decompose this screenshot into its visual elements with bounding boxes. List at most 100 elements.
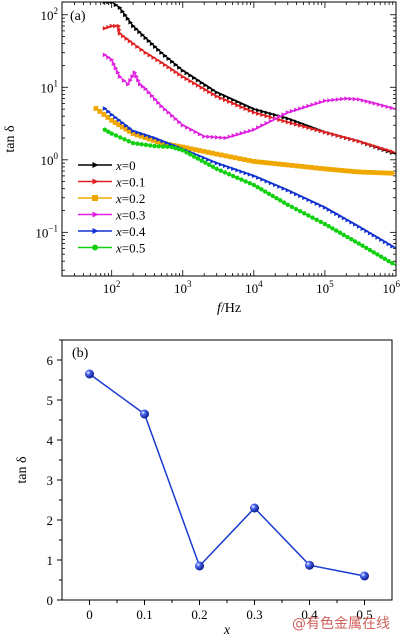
data-point [227,134,233,140]
y-tick-label: 0 [47,593,54,608]
x-tick-label: 0 [86,607,93,622]
data-point [160,138,166,144]
data-point [285,162,291,168]
data-point [137,29,142,35]
data-point [360,571,369,581]
data-point [162,107,168,112]
data-point [326,224,331,229]
data-point [384,170,390,176]
data-point [266,191,272,196]
data-point [113,66,119,71]
data-point [109,23,115,29]
data-point [189,127,194,132]
data-point [348,136,353,142]
data-point [260,177,265,182]
data-point [230,173,236,179]
data-point [299,164,305,169]
y-tick-label: 4 [47,433,54,448]
data-point [173,116,179,122]
data-point [239,131,245,136]
data-point [152,135,158,141]
data-point [154,139,160,145]
data-point [352,239,358,244]
data-point [111,61,117,67]
data-point [340,96,345,102]
data-point [134,26,139,32]
x-axis-label: x [223,623,231,636]
data-point [180,148,185,153]
data-point [298,106,303,111]
data-point [123,12,128,18]
panel-b-scatter-line-plot: 0 0.1 0.2 0.3 0.4 0.5 0 1 2 3 4 5 6 (b) x tan δ [15,339,393,636]
data-point [205,149,211,155]
data-point [150,137,156,143]
x-tick-label: 0.4 [301,607,318,622]
x-tick-label: 0.2 [191,607,207,622]
data-point [285,120,291,125]
legend-marker [92,211,99,218]
watermark: @有色金属在线 [292,616,390,632]
data-point [185,125,190,130]
data-point [191,154,197,159]
data-point [109,57,115,62]
data-point [143,132,149,138]
data-point [173,145,178,151]
data-point [297,209,303,214]
data-point [285,202,290,207]
data-point [210,134,216,140]
data-point [334,228,339,233]
data-point [130,131,136,136]
data-point [222,170,228,175]
data-point [373,144,378,149]
data-point [120,9,126,14]
data-point [281,200,287,205]
data-point [235,103,240,108]
data-point [115,70,121,75]
data-point [235,175,240,181]
data-point [113,133,119,138]
data-point [117,5,123,10]
data-point [138,133,144,139]
data-point [139,47,145,52]
data-point [356,97,362,102]
data-point [375,252,380,257]
data-point [390,261,395,266]
data-point [102,52,108,58]
data-point [382,239,388,245]
data-point [168,142,174,147]
y-tick-label: 1 [47,553,54,568]
data-point [348,96,354,102]
data-point [360,226,366,231]
data-point [326,207,332,212]
y-tick-label: 102 [41,6,59,23]
data-point [379,237,384,242]
data-point [226,172,232,177]
data-point [294,191,299,197]
data-point [239,177,244,182]
data-point [385,104,391,110]
data-point [222,163,228,169]
data-point [109,117,115,123]
data-point [268,111,274,117]
data-point [298,123,303,128]
data-point [193,147,198,153]
data-point [289,190,295,195]
data-point [289,121,295,126]
data-point [341,232,346,238]
data-point [132,70,138,75]
data-point [314,201,320,206]
data-point [239,169,245,174]
data-point [135,44,140,49]
data-point [201,149,207,154]
data-point [251,110,257,115]
data-point [227,165,232,170]
data-point [322,166,328,172]
legend-marker [92,228,99,234]
data-point [106,109,111,114]
data-point [106,24,111,30]
y-axis-label: tan δ [15,456,30,484]
data-point [201,155,207,161]
data-point [310,126,316,132]
data-point [153,44,158,49]
data-point [210,91,216,97]
